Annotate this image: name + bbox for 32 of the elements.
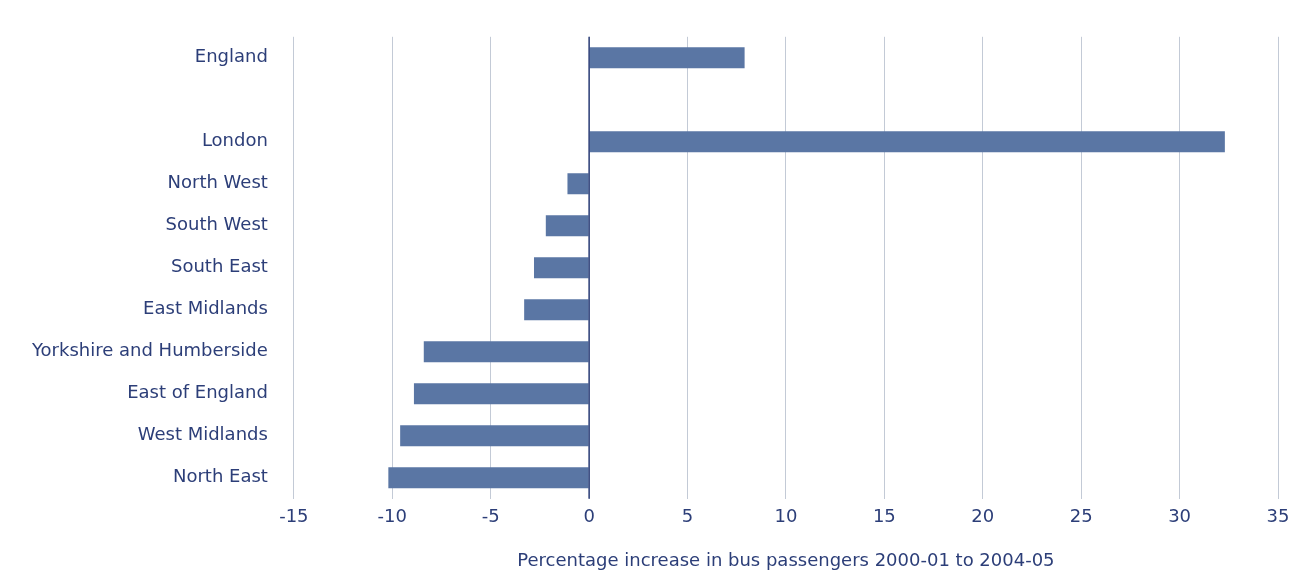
bar <box>534 257 589 279</box>
x-tick-label: 30 <box>1168 505 1192 527</box>
x-tick-label: 20 <box>971 505 995 527</box>
bar <box>413 383 589 405</box>
y-tick-label: Yorkshire and Humberside <box>31 339 268 361</box>
x-tick-label: 10 <box>774 505 798 527</box>
y-tick-label: East of England <box>127 381 268 403</box>
y-tick-label: South West <box>165 213 268 235</box>
bar <box>545 215 589 237</box>
y-tick-label: North East <box>172 465 268 487</box>
x-tick-label: 35 <box>1266 505 1290 527</box>
y-tick-label: East Midlands <box>143 297 268 319</box>
y-tick-label: West Midlands <box>137 423 268 445</box>
bar <box>589 131 1225 153</box>
x-tick-label: 5 <box>681 505 694 527</box>
y-tick-label: South East <box>171 255 268 277</box>
bar <box>589 47 745 69</box>
bar <box>388 467 589 489</box>
y-tick-label: London <box>201 129 268 151</box>
x-tick-label: -10 <box>377 505 407 527</box>
x-tick-label: 0 <box>583 505 595 527</box>
bar <box>423 341 589 363</box>
bar <box>400 425 589 447</box>
bar <box>567 173 589 195</box>
x-tick-label: 25 <box>1069 505 1093 527</box>
y-tick-label: North West <box>167 171 268 193</box>
bar <box>524 299 589 321</box>
x-tick-label: -15 <box>279 505 309 527</box>
y-tick-label: England <box>194 45 268 67</box>
x-axis-title: Percentage increase in bus passengers 2000-01 to 2004-05 <box>517 548 1055 570</box>
x-tick-label: 15 <box>872 505 896 527</box>
x-tick-label: -5 <box>481 505 500 527</box>
